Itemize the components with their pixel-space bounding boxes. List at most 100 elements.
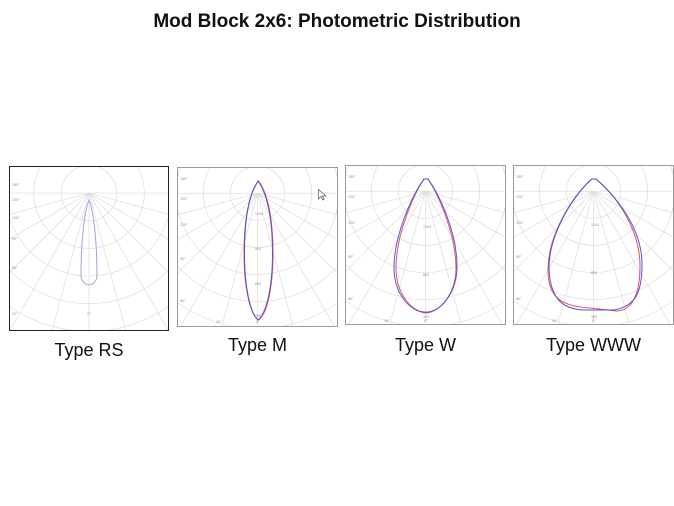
photometric-chart-type-w: 180° 150° 120° 90° 60° 30° 0° 400 800 12… [345, 165, 506, 325]
grid-spoke [593, 191, 671, 324]
grid-spoke [425, 191, 505, 272]
grid-spoke [346, 190, 426, 238]
tick-label: 90° [180, 257, 186, 261]
tick-labels: 180° 150° 120° 90° 60° 30° 0° 300 600 90… [180, 177, 263, 324]
tick-label: 120° [348, 221, 356, 225]
grid-spoke [425, 191, 503, 324]
tick-label: 90° [348, 255, 354, 259]
grid-spoke [593, 190, 673, 238]
tick-label: 0° [424, 319, 428, 323]
tick-label: 60° [516, 297, 522, 301]
tick-label: 60° [180, 299, 186, 303]
grid-spoke [348, 191, 426, 324]
distribution-curve-blue [393, 178, 458, 313]
grid-spoke [178, 193, 258, 274]
tick-label: 30° [384, 319, 390, 323]
tick-label: 150° [180, 197, 188, 201]
polar-grid [514, 166, 673, 324]
tick-label: 0° [87, 312, 91, 316]
caption-type-w: Type W [394, 335, 456, 355]
tick-label: 60° [12, 266, 18, 270]
grid-spoke [425, 190, 505, 238]
tick-label: 1200 [255, 212, 263, 216]
tick-label: 180° [516, 175, 524, 179]
photometric-chart-type-www: 180° 150° 120° 90° 60° 30° 0° 400 800 12… [513, 165, 674, 325]
tick-label: 400 [423, 315, 429, 319]
distribution-curve-red [547, 178, 641, 312]
tick-label: 30° [552, 319, 558, 323]
grid-spoke [10, 192, 90, 215]
distribution-curve-red [395, 178, 457, 314]
tick-label: 1200 [423, 225, 431, 229]
grid-spoke [257, 192, 337, 215]
tick-label: 800 [591, 271, 597, 275]
tick-label: 180° [348, 175, 356, 179]
grid-spoke [257, 193, 294, 326]
grid-spoke [514, 191, 594, 272]
polar-grid [178, 168, 337, 326]
tick-label: 0° [592, 319, 596, 323]
grid-spoke [10, 192, 90, 273]
tick-label: 800 [423, 273, 429, 277]
grid-spoke [88, 192, 168, 240]
grid-spoke [425, 191, 462, 324]
grid-spoke [88, 192, 168, 215]
grid-spoke [10, 192, 90, 240]
slide-title: Mod Block 2x6: Photometric Distribution [153, 11, 521, 32]
tick-label: 60° [348, 297, 354, 301]
photometric-chart-type-m: 180° 150° 120° 90° 60° 30° 0° 300 600 90… [177, 167, 338, 327]
tick-label: 120° [12, 216, 20, 220]
mouse-cursor-icon [318, 189, 327, 201]
grid-spoke [514, 190, 594, 213]
polar-diagram-type-w: 180° 150° 120° 90° 60° 30° 0° 400 800 12… [346, 166, 505, 324]
photometric-chart-type-rs: 180° 150° 120° 90° 60° 30° 0° [9, 166, 169, 331]
tick-labels: 180° 150° 120° 90° 60° 30° 0° 400 800 12… [516, 175, 599, 323]
tick-label: 1200 [591, 223, 599, 227]
grid-spoke [593, 190, 673, 213]
distribution-curve [80, 198, 98, 286]
grid-spoke [389, 191, 426, 324]
caption-type-www: Type WWW [546, 335, 641, 355]
tick-label: 0° [256, 320, 260, 324]
tick-label: 300 [255, 314, 261, 318]
polar-grid [10, 167, 168, 330]
distribution-curve-blue [548, 178, 643, 311]
grid-spoke [346, 191, 426, 272]
tick-label: 400 [591, 315, 597, 319]
grid-spoke [257, 192, 337, 240]
grid-spoke [593, 191, 673, 272]
tick-label: 120° [180, 223, 188, 227]
grid-spoke [178, 192, 258, 215]
grid-spoke [88, 192, 168, 330]
polar-diagram-type-www: 180° 150° 120° 90° 60° 30° 0° 400 800 12… [514, 166, 673, 324]
grid-spoke [346, 190, 426, 213]
grid-spoke [10, 192, 90, 330]
grid-spoke [88, 192, 168, 273]
tick-label: 90° [12, 237, 18, 241]
tick-label: 180° [180, 177, 188, 181]
grid-spoke [257, 193, 337, 274]
tick-label: 900 [255, 247, 261, 251]
grid-spoke [178, 192, 258, 240]
caption-type-m: Type M [227, 335, 288, 355]
grid-spoke [557, 191, 594, 324]
tick-label: 90° [516, 255, 522, 259]
grid-spoke [425, 190, 505, 213]
grid-spoke [516, 191, 594, 324]
tick-label: 120° [516, 221, 524, 225]
tick-label: 150° [516, 195, 524, 199]
grid-spoke [88, 192, 127, 330]
polar-diagram-type-m: 180° 150° 120° 90° 60° 30° 0° 300 600 90… [178, 168, 337, 326]
tick-label: 180° [12, 183, 20, 187]
tick-label: 30° [216, 320, 222, 324]
polar-diagram-type-rs: 180° 150° 120° 90° 60° 30° 0° [10, 167, 168, 330]
distribution-curve-blue [243, 180, 274, 321]
grid-spoke [51, 192, 90, 330]
caption-type-rs: Type RS [54, 340, 124, 360]
polar-grid [346, 166, 505, 324]
grid-spoke [593, 191, 630, 324]
tick-label: 30° [12, 312, 18, 316]
tick-label: 150° [12, 198, 20, 202]
tick-label: 150° [348, 195, 356, 199]
grid-spoke [221, 193, 258, 326]
